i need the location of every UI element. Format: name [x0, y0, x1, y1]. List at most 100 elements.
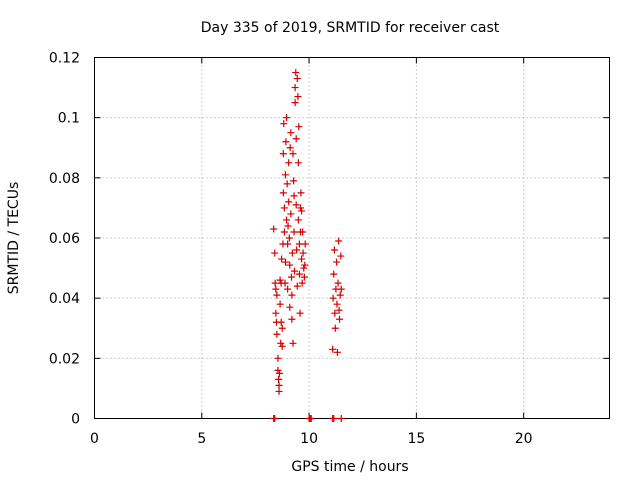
data-point — [270, 225, 278, 233]
data-point — [286, 303, 294, 311]
data-point — [273, 330, 281, 338]
data-point — [287, 210, 295, 218]
x-axis-label: GPS time / hours — [291, 459, 408, 475]
data-point — [277, 318, 285, 326]
x-tick-label: 10 — [300, 431, 318, 447]
data-point — [298, 279, 306, 287]
data-point — [275, 381, 283, 389]
data-point — [298, 255, 306, 263]
data-point — [272, 285, 280, 293]
data-point — [278, 324, 286, 332]
y-tick-label: 0.08 — [49, 171, 80, 187]
data-point — [275, 369, 283, 377]
data-point — [330, 415, 338, 422]
data-point — [297, 189, 305, 197]
data-point — [283, 114, 291, 122]
y-tick-label: 0.02 — [49, 351, 80, 367]
data-point — [281, 171, 289, 179]
data-point — [284, 240, 292, 248]
data-point — [285, 159, 293, 167]
data-point — [280, 204, 288, 212]
data-point — [294, 216, 302, 224]
data-point — [290, 177, 298, 185]
data-point — [288, 291, 296, 299]
data-point — [279, 150, 287, 158]
x-tick-label: 0 — [90, 431, 99, 447]
data-point — [336, 315, 344, 323]
y-tick-label: 0.12 — [49, 51, 80, 67]
data-point — [287, 129, 295, 137]
data-point — [291, 84, 299, 92]
data-point — [336, 291, 344, 299]
data-point — [286, 144, 294, 152]
data-point — [300, 273, 308, 281]
data-point — [287, 273, 295, 281]
data-point — [329, 345, 337, 353]
data-point — [333, 258, 341, 266]
data-point — [271, 249, 279, 257]
data-point — [337, 415, 345, 422]
data-point — [294, 93, 302, 101]
data-point — [300, 264, 308, 272]
data-point — [301, 240, 309, 248]
data-point — [281, 279, 289, 287]
data-point — [330, 270, 338, 278]
data-point — [330, 246, 338, 254]
plot-frame — [94, 57, 610, 419]
data-point — [295, 123, 303, 131]
y-tick-label: 0 — [71, 412, 80, 428]
data-point — [279, 189, 287, 197]
chart-title: Day 335 of 2019, SRMTID for receiver cas… — [201, 20, 500, 36]
data-point — [275, 387, 283, 395]
data-points — [270, 69, 345, 422]
data-point — [296, 309, 304, 317]
data-point — [288, 249, 296, 257]
data-point — [335, 306, 343, 314]
data-point — [276, 276, 284, 284]
data-point — [333, 300, 341, 308]
data-point — [298, 207, 306, 215]
data-point — [329, 294, 337, 302]
data-point — [307, 415, 315, 422]
data-point — [333, 348, 341, 356]
data-point — [293, 75, 301, 83]
x-tick-label: 15 — [407, 431, 425, 447]
y-tick-label: 0.04 — [49, 291, 80, 307]
x-tick-label: 20 — [515, 431, 533, 447]
data-point — [289, 339, 297, 347]
data-point — [292, 69, 300, 77]
data-point — [271, 415, 279, 422]
grid-lines — [94, 57, 610, 419]
data-point — [292, 135, 300, 143]
data-point — [294, 159, 302, 167]
data-point — [337, 285, 345, 293]
y-axis-label: SRMTID / TECUs — [6, 182, 22, 295]
data-point — [331, 309, 339, 317]
data-point — [278, 255, 286, 263]
y-tick-labels: 0 0.02 0.04 0.06 0.08 0.1 0.12 — [49, 51, 80, 428]
data-point — [335, 237, 343, 245]
y-tick-label: 0.06 — [49, 231, 80, 247]
data-point — [280, 120, 288, 128]
data-point — [292, 201, 300, 209]
data-point — [274, 366, 282, 374]
data-point — [278, 342, 286, 350]
data-point — [273, 291, 281, 299]
data-point — [297, 204, 304, 212]
data-point — [283, 180, 291, 188]
data-point — [285, 234, 293, 242]
data-point — [295, 270, 303, 278]
data-point — [299, 228, 307, 236]
axis-ticks — [94, 57, 610, 419]
data-point — [277, 339, 285, 347]
data-point — [272, 309, 280, 317]
y-tick-label: 0.1 — [58, 111, 80, 127]
data-point — [299, 249, 307, 257]
x-tick-label: 5 — [197, 431, 206, 447]
data-point — [288, 315, 296, 323]
data-point — [284, 285, 292, 293]
data-point — [293, 282, 301, 290]
data-point — [280, 228, 288, 236]
x-tick-labels: 0 5 10 15 20 — [90, 431, 533, 447]
